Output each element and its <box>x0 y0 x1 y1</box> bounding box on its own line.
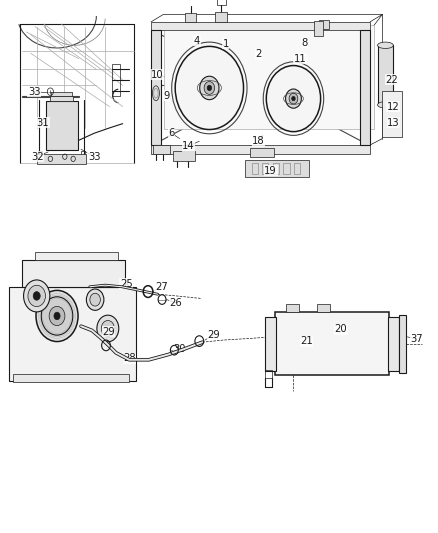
Bar <box>252 163 258 174</box>
Bar <box>314 21 323 36</box>
Circle shape <box>28 285 46 306</box>
Bar <box>35 252 118 260</box>
Bar <box>319 20 329 29</box>
Text: 8: 8 <box>301 38 307 47</box>
Text: 32: 32 <box>31 152 43 161</box>
Text: 31: 31 <box>37 118 49 127</box>
Bar <box>388 317 399 371</box>
Ellipse shape <box>152 86 159 101</box>
Bar <box>265 370 272 378</box>
Text: 21: 21 <box>300 336 313 346</box>
Circle shape <box>289 93 298 104</box>
Bar <box>38 151 42 156</box>
Bar <box>13 374 129 382</box>
Bar <box>81 151 85 156</box>
Circle shape <box>54 312 60 320</box>
Text: 14: 14 <box>182 141 194 151</box>
Bar <box>215 12 227 22</box>
Text: 27: 27 <box>155 282 168 292</box>
Text: 33: 33 <box>88 152 100 161</box>
Ellipse shape <box>378 102 393 108</box>
Bar <box>360 30 370 145</box>
Circle shape <box>207 85 212 91</box>
Circle shape <box>200 76 219 100</box>
Text: 30: 30 <box>173 344 186 354</box>
Circle shape <box>292 96 295 101</box>
Bar <box>283 163 290 174</box>
Bar <box>22 260 125 287</box>
Circle shape <box>33 292 40 300</box>
Bar <box>151 145 370 154</box>
Circle shape <box>90 293 100 306</box>
Bar <box>173 151 195 161</box>
Text: 25: 25 <box>120 279 133 288</box>
Bar <box>9 287 136 381</box>
Bar <box>46 101 78 150</box>
Bar <box>294 163 300 174</box>
Text: 29: 29 <box>102 327 115 336</box>
Text: 19: 19 <box>264 166 277 175</box>
Circle shape <box>204 82 215 94</box>
Ellipse shape <box>378 42 393 49</box>
Text: 13: 13 <box>387 118 399 127</box>
Circle shape <box>101 320 114 336</box>
Bar <box>275 312 389 375</box>
Circle shape <box>86 289 104 310</box>
Text: 22: 22 <box>385 75 399 85</box>
Text: 37: 37 <box>411 334 423 344</box>
Text: 2: 2 <box>255 50 261 59</box>
Circle shape <box>286 89 301 108</box>
Text: 26: 26 <box>170 298 183 308</box>
Bar <box>50 96 73 101</box>
Text: 33: 33 <box>28 87 40 96</box>
Bar <box>250 148 274 157</box>
Text: 29: 29 <box>207 330 220 340</box>
Bar <box>217 0 226 5</box>
Bar <box>317 304 330 312</box>
Text: 18: 18 <box>252 136 265 146</box>
Bar <box>382 91 402 137</box>
Bar <box>164 25 374 129</box>
Bar <box>399 315 406 373</box>
Bar <box>273 163 279 174</box>
Circle shape <box>36 290 78 342</box>
Bar <box>262 163 268 174</box>
Text: 9: 9 <box>163 91 170 101</box>
Bar <box>286 304 299 312</box>
Circle shape <box>24 280 50 312</box>
Text: 12: 12 <box>387 102 400 111</box>
Circle shape <box>175 46 244 130</box>
Bar <box>153 145 170 154</box>
Bar <box>112 64 120 96</box>
Text: 11: 11 <box>293 54 307 63</box>
Bar <box>265 317 276 371</box>
Text: 6: 6 <box>169 128 175 138</box>
Text: 4: 4 <box>194 36 200 45</box>
Circle shape <box>41 297 73 335</box>
Circle shape <box>49 306 65 326</box>
Bar <box>51 92 72 96</box>
Text: 20: 20 <box>335 325 347 334</box>
Text: 28: 28 <box>124 353 136 363</box>
Bar <box>151 30 161 145</box>
Bar <box>378 45 393 105</box>
Text: 10: 10 <box>152 70 164 79</box>
Bar <box>37 154 86 164</box>
Bar <box>245 160 309 177</box>
Text: 1: 1 <box>223 39 229 49</box>
Circle shape <box>266 66 321 132</box>
Circle shape <box>97 315 119 342</box>
Bar <box>185 13 196 22</box>
Bar <box>151 22 370 30</box>
